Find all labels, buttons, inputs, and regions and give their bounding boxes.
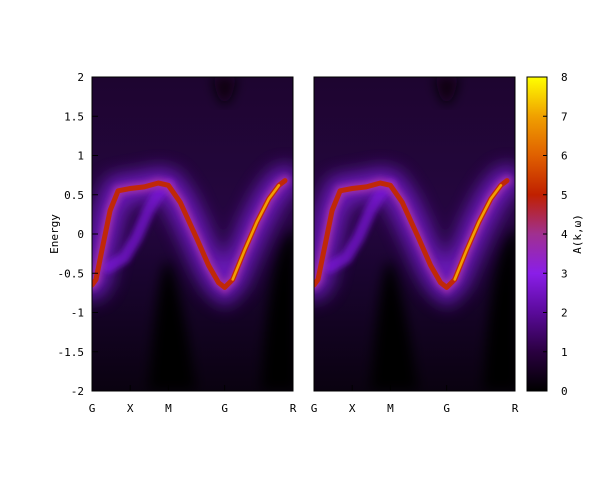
y-tick-label: 1 (77, 150, 84, 163)
y-tick-label: 0 (77, 228, 84, 241)
colorbar-label: A(k,ω) (571, 214, 584, 254)
y-tick-label: 0.5 (64, 189, 84, 202)
second-band (324, 179, 397, 273)
colorbar-tick-label: 4 (561, 228, 568, 241)
dark-region-m (370, 261, 419, 391)
x-tick-label: X (127, 402, 134, 415)
colorbar-tick-label: 6 (561, 150, 568, 163)
x-tick-label: G (221, 402, 228, 415)
x-tick-label: R (290, 402, 297, 415)
main-band-peak (231, 184, 281, 281)
colorbar-tick-label: 8 (561, 71, 568, 84)
panels-layer (92, 77, 515, 391)
axes-layer: G X M G R G X M G R 2 1.5 1 0.5 0 -0.5 -1 -1.5 -2 (58, 71, 519, 415)
x-tick-label: G (89, 402, 96, 415)
y-tick-label: -2 (71, 385, 84, 398)
spectral-panel-left (92, 77, 293, 391)
colorbar-tick-label: 0 (561, 385, 568, 398)
dark-region-r (482, 230, 515, 391)
x-tick-label: G (443, 402, 450, 415)
colorbar-tick-label: 2 (561, 307, 568, 320)
dark-region-m (148, 261, 197, 391)
x-tick-label: M (387, 402, 394, 415)
x-tick-label: M (165, 402, 172, 415)
colorbar: 0 1 2 3 4 5 6 7 8 (526, 71, 568, 398)
spectral-panel-right (314, 77, 515, 391)
main-band-peak (453, 184, 503, 281)
y-tick-label: -1.5 (58, 346, 85, 359)
y-tick-label: 2 (77, 71, 84, 84)
x-tick-label: X (349, 402, 356, 415)
colorbar-tick-label: 3 (561, 267, 568, 280)
y-tick-label: 1.5 (64, 110, 84, 123)
panel-frame (313, 76, 516, 392)
y-tick-label: -1 (71, 307, 84, 320)
y-tick-label: -0.5 (58, 267, 85, 280)
x-tick-label: R (512, 402, 519, 415)
dark-region-g (434, 77, 459, 105)
dark-region-g (212, 77, 237, 105)
second-band (102, 179, 175, 273)
colorbar-tick-label: 5 (561, 189, 568, 202)
y-axis-label: Energy (48, 214, 61, 254)
colorbar-tick-label: 1 (561, 346, 568, 359)
dark-region-r (260, 230, 293, 391)
colorbar-tick-label: 7 (561, 110, 568, 123)
x-tick-label: G (311, 402, 318, 415)
